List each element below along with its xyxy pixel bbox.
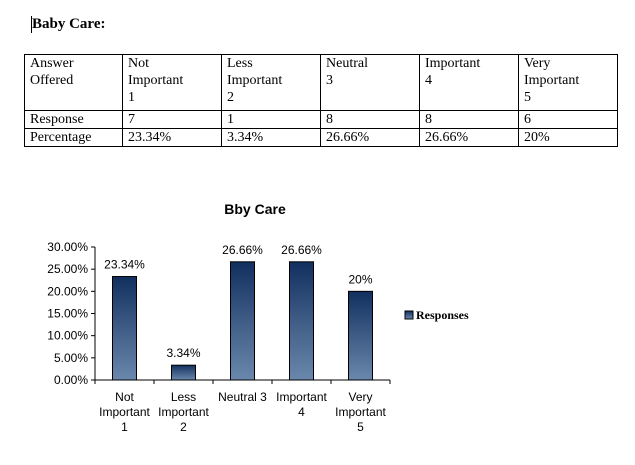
header-cell: Less Important 2 <box>221 54 321 111</box>
x-category-label: 1 <box>121 420 128 434</box>
x-category-label: Less <box>171 390 196 404</box>
bar <box>289 261 314 381</box>
data-label: 3.34% <box>166 346 200 360</box>
bar <box>230 261 255 381</box>
table-cell: 3.34% <box>221 128 321 147</box>
bar <box>348 290 373 381</box>
header-cell: Important 4 <box>419 54 519 111</box>
y-tick-label: 10.00% <box>47 329 88 343</box>
table-row: Percentage 23.34% 3.34% 26.66% 26.66% 20% <box>24 128 618 147</box>
data-label: 20% <box>348 272 372 286</box>
header-cell: Answer Offered <box>24 54 123 111</box>
x-category-label: Neutral 3 <box>218 390 267 404</box>
x-category-label: 2 <box>180 420 187 434</box>
bar <box>171 364 196 381</box>
y-tick-label: 30.00% <box>47 240 88 254</box>
table-row: Response 7 1 8 8 6 <box>24 110 618 129</box>
section-heading: Baby Care: <box>31 16 106 33</box>
y-tick-label: 5.00% <box>54 351 88 365</box>
table-cell: 26.66% <box>320 128 420 147</box>
data-label: 26.66% <box>281 243 322 257</box>
table-cell: 26.66% <box>419 128 519 147</box>
bar <box>112 276 137 381</box>
data-label: 23.34% <box>104 258 145 272</box>
table-cell: 20% <box>518 128 618 147</box>
legend-swatch <box>404 310 414 320</box>
x-category-label: Very <box>348 390 372 404</box>
x-category-label: Important <box>276 390 327 404</box>
table-header-row: Answer Offered Not Important 1 Less Important 2… <box>24 54 618 111</box>
data-table: Answer Offered Not Important 1 Less Important 2… <box>24 54 618 147</box>
header-cell: Not Important 1 <box>122 54 222 111</box>
x-category-label: Important <box>158 405 209 419</box>
header-cell: Very Important 5 <box>518 54 618 111</box>
x-category-label: 4 <box>298 405 305 419</box>
legend-label: Responses <box>416 308 469 322</box>
header-cell: Neutral 3 <box>320 54 420 111</box>
x-category-label: Not <box>115 390 134 404</box>
y-tick-label: 25.00% <box>47 262 88 276</box>
y-tick-label: 0.00% <box>54 373 88 387</box>
x-category-label: Important <box>335 405 386 419</box>
y-tick-label: 15.00% <box>47 307 88 321</box>
table-cell: 23.34% <box>122 128 222 147</box>
x-category-label: 5 <box>357 420 364 434</box>
data-label: 26.66% <box>222 243 263 257</box>
y-tick-label: 20.00% <box>47 284 88 298</box>
x-category-label: Important <box>99 405 150 419</box>
chart-title: Bby Care <box>224 201 286 217</box>
